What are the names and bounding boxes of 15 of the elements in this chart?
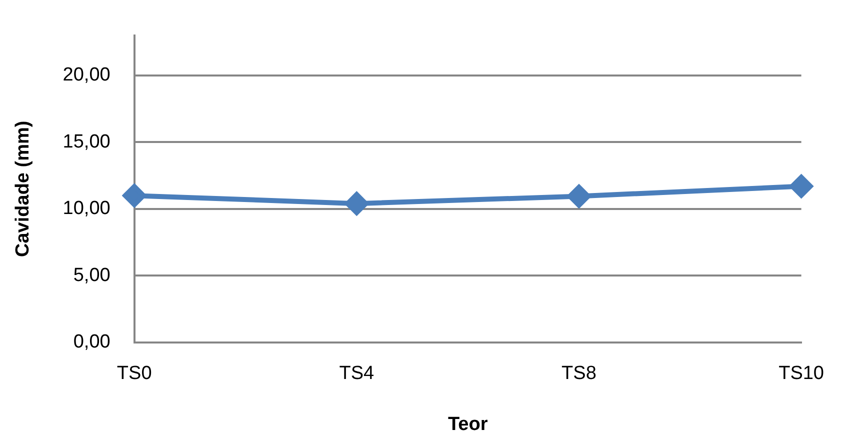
point [122, 184, 146, 208]
y-tick-label: 10,00 [62, 198, 110, 220]
x-tick-label: TS0 [116, 363, 152, 384]
x-tick-label: TS8 [562, 363, 596, 384]
y-tick-label: 5,00 [73, 264, 110, 286]
y-tick-label: 20,00 [62, 64, 110, 86]
x-axis-title: Teor [448, 414, 488, 435]
y-tick-label: 0,00 [73, 332, 110, 353]
y-tick-label: 15,00 [62, 131, 110, 152]
y-axis-title: Cavidade (mm) [12, 120, 34, 257]
point [567, 184, 590, 208]
x-tick-label: TS10 [778, 363, 824, 384]
x-tick-label: TS4 [339, 363, 375, 384]
point [790, 174, 813, 198]
point [345, 192, 368, 216]
